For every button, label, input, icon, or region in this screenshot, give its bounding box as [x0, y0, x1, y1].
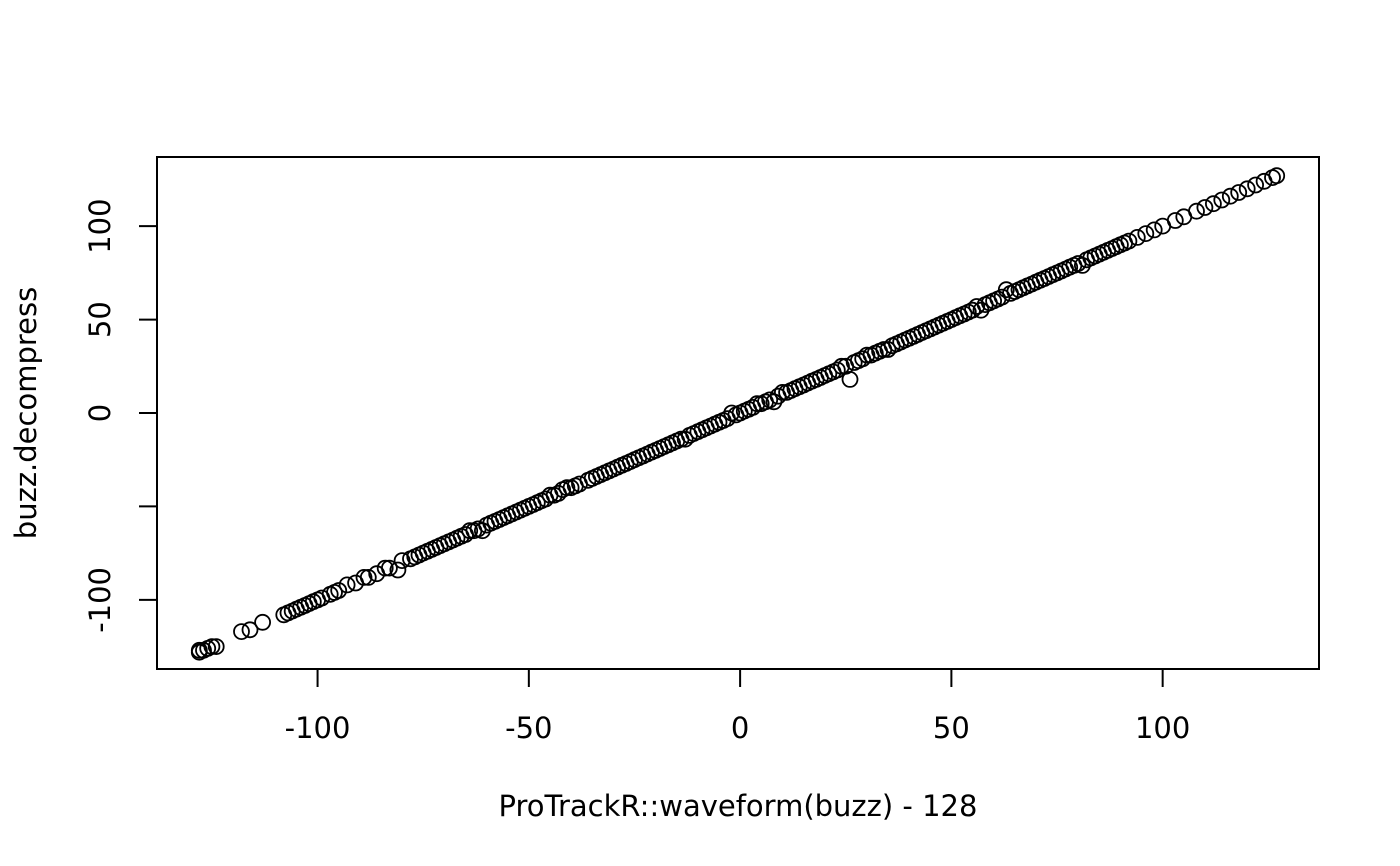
x-tick-label: -50 [505, 711, 552, 745]
y-tick-label: 0 [83, 404, 117, 422]
data-point [359, 569, 377, 586]
data-point [207, 638, 225, 655]
data-point [1137, 225, 1155, 243]
data-point [968, 298, 986, 315]
data-point [1205, 195, 1222, 213]
data-point [858, 346, 876, 364]
data-point [380, 559, 398, 577]
data-point [879, 341, 897, 358]
data-point [389, 561, 407, 579]
data-point [1188, 202, 1205, 220]
y-tick-label: 100 [83, 198, 117, 253]
data-point [676, 430, 694, 448]
x-tick-label: -100 [285, 711, 351, 745]
data-point [558, 479, 576, 497]
data-point [393, 552, 411, 569]
data-point [1166, 212, 1184, 229]
data-point [1268, 167, 1286, 185]
data-point [997, 281, 1015, 299]
y-axis-title: buzz.decompress [9, 287, 43, 539]
data-point [355, 569, 373, 586]
y-tick-label: 50 [83, 301, 117, 338]
data-point [1213, 191, 1231, 209]
data-point [765, 393, 783, 411]
data-point [254, 613, 272, 631]
x-tick-label: 100 [1135, 711, 1190, 745]
y-tick-label: -100 [83, 567, 117, 633]
data-point [203, 638, 221, 655]
data-point [241, 621, 259, 639]
points-layer [190, 167, 1286, 661]
data-point [1196, 199, 1214, 216]
data-point [1230, 184, 1248, 201]
data-point [338, 576, 356, 594]
y-axis: -100 0 50 100 [83, 198, 158, 633]
data-point [1145, 221, 1163, 239]
data-point [1120, 232, 1138, 250]
x-tick-label: 50 [933, 711, 970, 745]
data-point [828, 361, 846, 379]
x-tick-label: 0 [731, 711, 749, 745]
data-point [190, 641, 208, 659]
data-point [330, 582, 348, 599]
data-point [461, 522, 479, 540]
data-point [376, 559, 394, 577]
data-point [233, 623, 250, 640]
data-point [841, 370, 859, 388]
x-axis-title: ProTrackR::waveform(buzz) - 128 [499, 789, 978, 823]
data-point [1128, 228, 1146, 246]
x-axis: -100 -50 0 50 100 [285, 668, 1190, 745]
data-point [774, 383, 791, 401]
data-point [1247, 176, 1264, 194]
data-point [833, 357, 850, 375]
data-point [1238, 180, 1256, 198]
data-point [1221, 187, 1239, 205]
data-point [748, 395, 766, 413]
